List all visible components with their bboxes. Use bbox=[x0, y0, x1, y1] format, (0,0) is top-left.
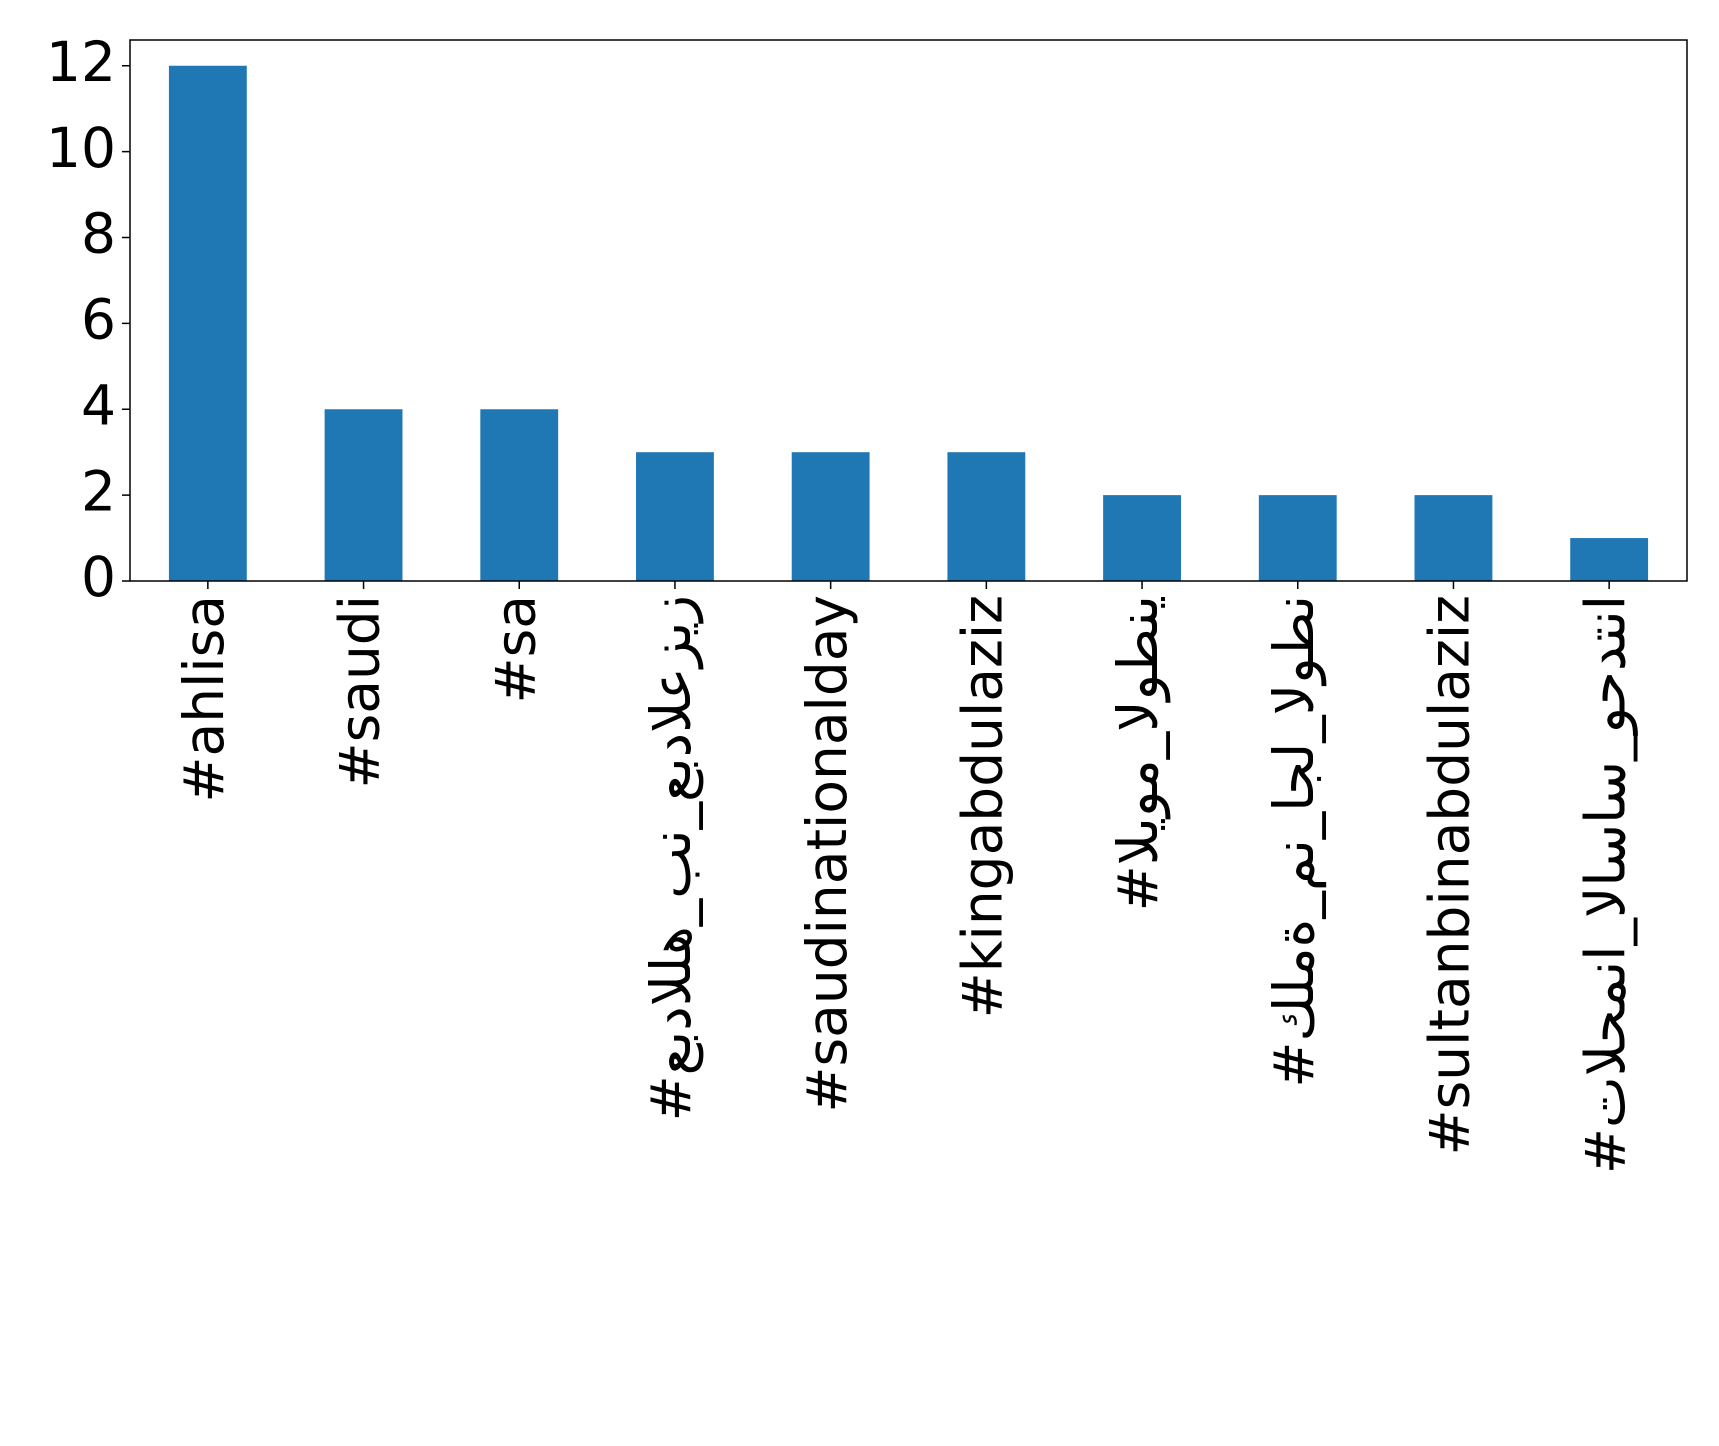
bar bbox=[947, 452, 1026, 581]
y-tick-label: 8 bbox=[81, 202, 116, 266]
y-tick-label: 0 bbox=[81, 545, 116, 609]
x-tick-label: #عبدالله_بن_عبدالعزيز bbox=[639, 595, 704, 1121]
bar bbox=[480, 409, 559, 581]
x-tick-label: #sa bbox=[483, 595, 547, 703]
bar bbox=[1103, 495, 1181, 581]
y-tick-label: 12 bbox=[46, 30, 116, 94]
plot-frame bbox=[129, 39, 1688, 582]
bar bbox=[1414, 495, 1493, 581]
bar bbox=[791, 452, 870, 581]
bar bbox=[324, 409, 403, 581]
bar bbox=[168, 65, 247, 581]
y-tick-label: 4 bbox=[81, 373, 116, 437]
x-tick-label: #تالحمنا_الاساس_وحدتنا bbox=[1573, 595, 1637, 1174]
y-tick-label: 2 bbox=[81, 459, 116, 523]
y-tick-label: 10 bbox=[46, 116, 116, 180]
x-tick-label: #ahlisa bbox=[172, 595, 236, 803]
y-tick-label: 6 bbox=[81, 288, 116, 352]
bar bbox=[1258, 495, 1337, 581]
x-tick-label: #saudi bbox=[328, 595, 392, 789]
x-tick-label: #كلمة_من_اجل_الوطن bbox=[1262, 595, 1326, 1088]
x-tick-label: #saudinationalday bbox=[795, 595, 859, 1113]
x-tick-label: #اليوم_الوطني bbox=[1106, 595, 1170, 911]
bar bbox=[1570, 538, 1649, 581]
bar bbox=[636, 452, 714, 581]
x-tick-label: #sultanbinabdulaziz bbox=[1418, 595, 1482, 1155]
x-tick-label: #kingabdulaziz bbox=[950, 595, 1014, 1018]
